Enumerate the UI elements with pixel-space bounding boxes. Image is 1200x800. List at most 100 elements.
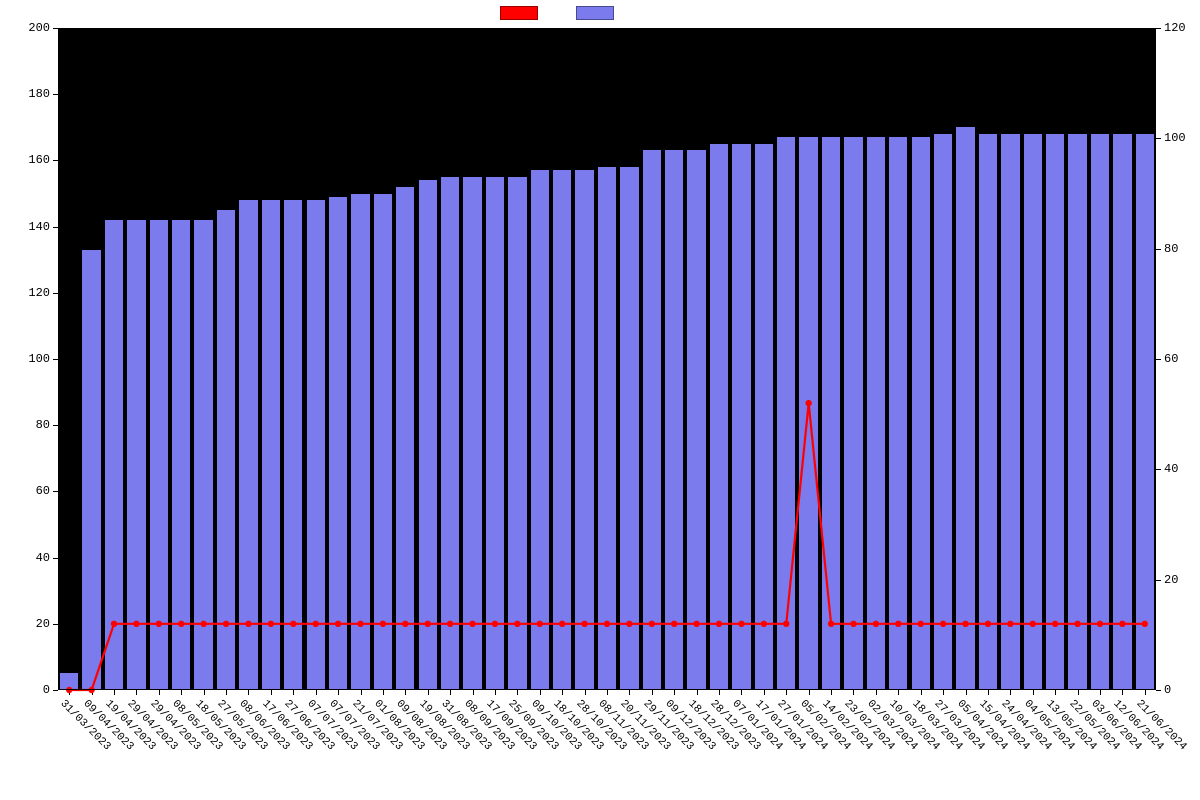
x-tick (248, 690, 249, 695)
x-tick (450, 690, 451, 695)
bar (150, 220, 168, 690)
bar (755, 144, 773, 690)
bar (934, 134, 952, 690)
x-tick (719, 690, 720, 695)
bar (463, 177, 481, 690)
x-tick (383, 690, 384, 695)
bar (844, 137, 862, 690)
x-tick (405, 690, 406, 695)
legend-swatch-bar (576, 6, 614, 20)
x-tick (966, 690, 967, 695)
x-tick (181, 690, 182, 695)
bar (508, 177, 526, 690)
x-tick (1145, 690, 1146, 695)
x-tick (652, 690, 653, 695)
x-tick (1033, 690, 1034, 695)
bar (396, 187, 414, 690)
legend-swatch-line (500, 6, 538, 20)
y-right-tick-label: 40 (1164, 462, 1200, 476)
x-tick (741, 690, 742, 695)
x-tick (585, 690, 586, 695)
x-tick (607, 690, 608, 695)
y-right-tick-label: 0 (1164, 683, 1200, 697)
bar (329, 197, 347, 690)
y-right-tick (1156, 469, 1161, 470)
bar (1136, 134, 1154, 690)
bar (1068, 134, 1086, 690)
bar (486, 177, 504, 690)
bar (307, 200, 325, 690)
bar (575, 170, 593, 690)
bar (687, 150, 705, 690)
bar (262, 200, 280, 690)
x-tick (159, 690, 160, 695)
y-left-tick (53, 690, 58, 691)
x-tick (898, 690, 899, 695)
bar (1001, 134, 1019, 690)
x-tick (361, 690, 362, 695)
bar (441, 177, 459, 690)
y-right-tick (1156, 359, 1161, 360)
x-tick (540, 690, 541, 695)
legend-item (576, 6, 620, 20)
y-left-tick-label: 0 (10, 683, 50, 697)
y-right-tick (1156, 28, 1161, 29)
x-tick (809, 690, 810, 695)
y-right-tick-label: 120 (1164, 21, 1200, 35)
x-tick (495, 690, 496, 695)
bar (217, 210, 235, 690)
x-tick (92, 690, 93, 695)
x-tick (629, 690, 630, 695)
y-right-tick (1156, 138, 1161, 139)
x-tick (136, 690, 137, 695)
bar (598, 167, 616, 690)
bar (1024, 134, 1042, 690)
x-tick (69, 690, 70, 695)
x-tick (473, 690, 474, 695)
x-tick (786, 690, 787, 695)
bar (419, 180, 437, 690)
bar (1113, 134, 1131, 690)
bar (710, 144, 728, 690)
y-left-tick-label: 160 (10, 153, 50, 167)
y-left-tick-label: 180 (10, 87, 50, 101)
bar (127, 220, 145, 690)
x-tick (988, 690, 989, 695)
axis-line (58, 28, 59, 690)
y-left-tick-label: 140 (10, 220, 50, 234)
bar (82, 250, 100, 690)
y-right-tick-label: 100 (1164, 131, 1200, 145)
x-tick (1100, 690, 1101, 695)
bar (374, 194, 392, 691)
y-right-tick (1156, 690, 1161, 691)
x-tick (562, 690, 563, 695)
bar (60, 673, 78, 690)
bar (531, 170, 549, 690)
x-tick (517, 690, 518, 695)
x-tick (204, 690, 205, 695)
bar (956, 127, 974, 690)
bar (284, 200, 302, 690)
x-tick (943, 690, 944, 695)
axis-line (58, 689, 1156, 690)
x-tick (1122, 690, 1123, 695)
y-right-tick (1156, 580, 1161, 581)
bar (351, 194, 369, 691)
y-right-tick (1156, 249, 1161, 250)
combo-chart: 0204060801001201401601802000204060801001… (0, 0, 1200, 800)
bar (194, 220, 212, 690)
bar (912, 137, 930, 690)
x-tick (1055, 690, 1056, 695)
bar (822, 137, 840, 690)
x-tick (674, 690, 675, 695)
x-tick (921, 690, 922, 695)
bar (105, 220, 123, 690)
y-left-tick-label: 40 (10, 551, 50, 565)
x-tick (316, 690, 317, 695)
legend-item (500, 6, 544, 20)
x-tick (271, 690, 272, 695)
bar (867, 137, 885, 690)
y-left-tick-label: 60 (10, 484, 50, 498)
x-tick (697, 690, 698, 695)
legend (500, 6, 620, 20)
